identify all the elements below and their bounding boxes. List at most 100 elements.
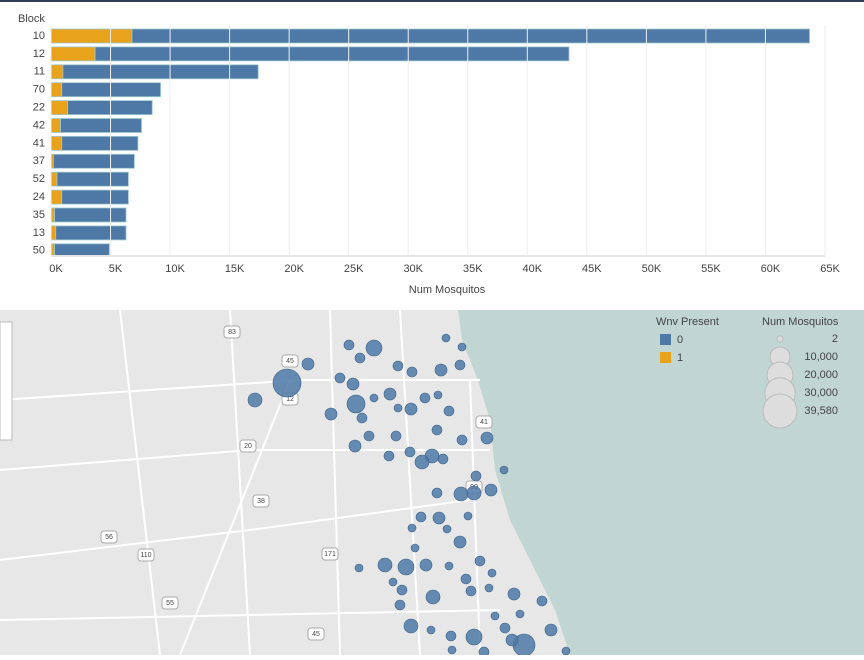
map-point <box>431 424 443 436</box>
y-tick-label: 24 <box>33 191 45 203</box>
bar-segment <box>50 28 133 44</box>
map-point <box>484 583 494 593</box>
road-shield <box>161 596 179 610</box>
map-point <box>454 359 466 371</box>
map-point <box>392 360 404 372</box>
x-tick-label: 35K <box>463 263 483 275</box>
road-label: 55 <box>166 600 174 607</box>
color-legend-title: Wnv Present <box>656 316 719 328</box>
roads <box>0 309 501 656</box>
size-legend-label: 20,000 <box>804 369 838 381</box>
map-point <box>442 524 452 534</box>
map-point <box>415 511 427 523</box>
x-tick-label: 10K <box>165 263 185 275</box>
map-point <box>426 625 436 635</box>
y-tick-label: 13 <box>33 227 45 239</box>
y-tick-label: 35 <box>33 209 45 221</box>
map-point <box>465 585 477 597</box>
map-point <box>377 557 393 573</box>
road-shield <box>321 547 339 561</box>
legend-swatch <box>660 334 671 345</box>
map-point <box>480 431 494 445</box>
road-label: 41 <box>480 419 488 426</box>
map-point <box>397 558 415 576</box>
map-point <box>463 511 473 521</box>
category-axis-title: Block <box>18 13 45 25</box>
map <box>0 309 864 656</box>
map-point <box>369 393 379 403</box>
map-point <box>561 646 571 656</box>
road-label: 56 <box>105 534 113 541</box>
bar-segment <box>62 64 259 80</box>
map-toolbar[interactable] <box>0 321 13 441</box>
y-tick-label: 12 <box>33 48 45 60</box>
map-point <box>490 611 500 621</box>
map-point <box>346 394 366 414</box>
x-tick-label: 55K <box>701 263 721 275</box>
map-point <box>406 366 418 378</box>
map-point <box>444 561 454 571</box>
size-legend-title: Num Mosquitos <box>762 316 839 328</box>
y-tick-label: 22 <box>33 102 45 114</box>
map-point <box>301 357 315 371</box>
map-point <box>272 368 302 398</box>
bar-segment <box>50 64 64 80</box>
bar-segment <box>50 225 57 241</box>
map-point <box>410 543 420 553</box>
bar-segment <box>50 135 63 151</box>
map-point <box>363 430 375 442</box>
map-point <box>354 352 366 364</box>
map-point <box>505 633 519 647</box>
map-point <box>419 392 431 404</box>
map-point <box>457 342 467 352</box>
map-point <box>460 573 472 585</box>
map-point <box>470 470 482 482</box>
map-point <box>433 390 443 400</box>
map-point <box>445 630 457 642</box>
bar-segment <box>50 82 63 98</box>
size-legend-circle <box>762 393 798 429</box>
road-label: 83 <box>228 329 236 336</box>
y-tick-label: 10 <box>33 30 45 42</box>
x-tick-label: 0K <box>49 263 63 275</box>
bar-segment <box>131 28 810 44</box>
bar-segment <box>61 189 129 205</box>
bar-segment <box>61 82 161 98</box>
bar-segment <box>52 153 135 169</box>
map-point <box>407 523 417 533</box>
bar-segment <box>50 118 61 133</box>
x-tick-label: 20K <box>284 263 304 275</box>
road-shield <box>475 415 493 429</box>
bar-segment <box>54 243 110 255</box>
bar-segment <box>50 207 55 223</box>
map-point <box>515 609 525 619</box>
map-point <box>441 333 451 343</box>
road-shield <box>223 325 241 339</box>
legend-swatch <box>660 352 671 363</box>
bar-segment <box>50 100 69 115</box>
x-axis-title: Num Mosquitos <box>409 284 486 296</box>
y-tick-label: 42 <box>33 119 45 131</box>
map-point <box>404 446 416 458</box>
map-point <box>404 402 418 416</box>
map-point <box>419 558 433 572</box>
bar-segment <box>60 118 142 133</box>
road-label: 110 <box>140 552 151 559</box>
road-shield <box>307 627 325 641</box>
x-tick-label: 40K <box>523 263 543 275</box>
map-point <box>544 623 558 637</box>
x-tick-label: 5K <box>109 263 123 275</box>
x-tick-label: 50K <box>642 263 662 275</box>
map-point <box>334 372 346 384</box>
road-shield <box>239 439 257 453</box>
road-label: 171 <box>324 551 336 558</box>
map-point <box>466 485 482 501</box>
map-point <box>365 339 383 357</box>
road-label: 45 <box>286 358 294 365</box>
map-point <box>383 450 395 462</box>
map-point <box>507 587 521 601</box>
x-tick-label: 45K <box>582 263 602 275</box>
bar-area: 10 12 11 70 22 42 41 37 52 24 35 13 50 <box>33 28 810 255</box>
